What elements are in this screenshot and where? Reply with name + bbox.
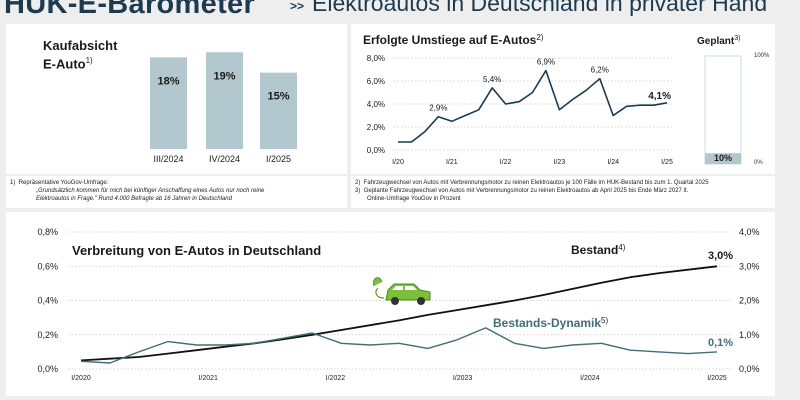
verbreitung-left-tick: 0,2% xyxy=(37,330,58,340)
verbreitung-left-tick: 0,0% xyxy=(37,364,58,374)
header-separator: >> xyxy=(290,0,305,13)
geplant-title-text: Geplant xyxy=(697,36,735,47)
verbreitung-x-tick: I/2022 xyxy=(326,375,346,382)
umstiege-note3-marker: 3) xyxy=(355,188,361,194)
geplant-sup: 3) xyxy=(734,35,740,42)
kaufabsicht-bar xyxy=(150,57,187,150)
umstiege-x-tick: I/23 xyxy=(554,159,566,166)
umstiege-y-tick: 4,0% xyxy=(367,100,385,109)
umstiege-x-tick: I/21 xyxy=(446,159,458,166)
umstiege-note2-marker: 2) xyxy=(355,180,361,186)
umstiege-title: Erfolgte Umstiege auf E-Autos2) xyxy=(363,33,544,47)
verbreitung-x-tick: I/2024 xyxy=(580,375,600,382)
bestand-label: Bestand4) xyxy=(571,243,626,257)
bestand-sup: 4) xyxy=(618,243,625,252)
kaufabsicht-title: Kaufabsicht E-Auto1) xyxy=(43,38,117,71)
umstiege-note3-line2: Online-Umfrage YouGov in Prozent xyxy=(367,196,461,202)
kaufabsicht-note-line2: „Grundsätzlich kommen für mich bei künft… xyxy=(36,188,265,194)
umstiege-data-label: 4,1% xyxy=(648,91,671,102)
bestand-label-text: Bestand xyxy=(571,243,618,257)
kaufabsicht-bar-label: 15% xyxy=(267,91,289,103)
kaufabsicht-note: 1) Repräsentative YouGov-Umfrage: „Grund… xyxy=(10,179,340,203)
verbreitung-panel: 0,0% 0,2% 0,4% 0,6% 0,8% 0,0% 1,0% 2,0% 3,0% 4,0%… xyxy=(6,212,775,396)
umstiege-chart: Erfolgte Umstiege auf E-Autos2) 0,0% 2,0%… xyxy=(363,33,770,166)
umstiege-y-tick: 2,0% xyxy=(367,123,385,132)
electric-car-icon xyxy=(372,277,431,305)
geplant-value-label: 10% xyxy=(714,153,732,163)
header-subtitle: Elektroautos in Deutschland in privater … xyxy=(312,0,768,16)
dynamik-end-label: 0,1% xyxy=(708,337,733,349)
umstiege-note3-line1: Geplante Fahrzeugwechsel von Autos mit V… xyxy=(363,188,689,194)
kaufabsicht-chart: 18% III/2024 19% IV/2024 15% I/2025 xyxy=(150,52,297,164)
verbreitung-right-tick: 4,0% xyxy=(739,227,760,237)
kaufabsicht-note-line1: Repräsentative YouGov-Umfrage: xyxy=(18,180,109,186)
kaufabsicht-sup: 1) xyxy=(85,56,93,65)
umstiege-y-tick: 0,0% xyxy=(367,146,385,155)
geplant-title: Geplant3) xyxy=(697,35,740,47)
umstiege-y-tick: 8,0% xyxy=(367,54,385,63)
dynamik-series-line xyxy=(80,327,718,364)
bestand-end-label: 3,0% xyxy=(708,250,733,262)
kaufabsicht-bar-label: 19% xyxy=(213,70,235,82)
umstiege-note2: Fahrzeugwechsel von Autos mit Verbrennun… xyxy=(363,180,709,186)
umstiege-data-label: 6,2% xyxy=(591,66,609,75)
kaufabsicht-category-label: III/2024 xyxy=(153,154,183,164)
bestand-series-line xyxy=(80,265,718,362)
geplant-axis-top: 100% xyxy=(754,53,770,59)
geplant-axis-bottom: 0% xyxy=(754,160,763,166)
verbreitung-x-tick: I/2020 xyxy=(71,375,91,382)
umstiege-data-label: 5,4% xyxy=(483,75,501,84)
verbreitung-x-tick: I/2023 xyxy=(453,375,473,382)
verbreitung-x-tick: I/2025 xyxy=(707,375,727,382)
verbreitung-right-tick: 3,0% xyxy=(739,261,760,271)
kaufabsicht-category-label: IV/2024 xyxy=(209,154,240,164)
kaufabsicht-panel: Kaufabsicht E-Auto1) 18% III/2024 19% IV/20… xyxy=(6,24,347,174)
page-header: HUK-E-Barometer >> Elektroautos in Deuts… xyxy=(0,0,800,22)
geplant-bar-fill xyxy=(705,153,741,164)
verbreitung-title: Verbreitung von E-Autos in Deutschland xyxy=(72,243,321,258)
geplant-bar-track xyxy=(704,55,742,165)
umstiege-x-tick: I/20 xyxy=(392,159,404,166)
verbreitung-right-tick: 1,0% xyxy=(739,330,760,340)
dynamik-sup: 5) xyxy=(601,316,608,325)
umstiege-x-tick: I/22 xyxy=(500,159,512,166)
umstiege-x-tick: I/25 xyxy=(661,159,673,166)
kaufabsicht-note-marker: 1) xyxy=(10,180,16,186)
umstiege-x-tick: I/24 xyxy=(607,159,619,166)
umstiege-data-label: 6,9% xyxy=(537,58,555,67)
umstiege-y-tick: 6,0% xyxy=(367,77,385,86)
kaufabsicht-bar xyxy=(260,72,297,149)
kaufabsicht-category-label: I/2025 xyxy=(266,154,291,164)
kaufabsicht-bar xyxy=(206,52,243,149)
verbreitung-x-tick: I/2021 xyxy=(198,375,218,382)
umstiege-sup: 2) xyxy=(536,33,543,42)
verbreitung-left-tick: 0,8% xyxy=(37,227,58,237)
kaufabsicht-note-panel: 1) Repräsentative YouGov-Umfrage: „Grund… xyxy=(6,176,347,208)
kaufabsicht-title-line1: Kaufabsicht xyxy=(43,38,118,53)
umstiege-data-label: 2,9% xyxy=(429,104,447,113)
verbreitung-chart: 0,0% 0,2% 0,4% 0,6% 0,8% 0,0% 1,0% 2,0% 3,0% 4,0%… xyxy=(37,227,760,382)
umstiege-title-text: Erfolgte Umstiege auf E-Autos xyxy=(363,33,537,47)
verbreitung-left-tick: 0,4% xyxy=(37,296,58,306)
umstiege-panel: Erfolgte Umstiege auf E-Autos2) 0,0% 2,0%… xyxy=(351,24,775,174)
umstiege-series-line xyxy=(398,69,668,143)
verbreitung-right-tick: 0,0% xyxy=(739,364,760,374)
verbreitung-right-tick: 2,0% xyxy=(739,296,760,306)
dynamik-label-text: Bestands-Dynamik xyxy=(493,316,601,330)
kaufabsicht-note-line3: Elektroautos in Frage." Rund 4.000 Befra… xyxy=(36,196,232,202)
kaufabsicht-title-line2: E-Auto xyxy=(43,56,86,72)
kaufabsicht-bar-label: 18% xyxy=(157,75,179,87)
brand-title: HUK-E-Barometer xyxy=(4,0,256,20)
dynamik-label: Bestands-Dynamik5) xyxy=(493,316,608,330)
umstiege-notes: 2) Fahrzeugwechsel von Autos mit Verbren… xyxy=(355,179,771,203)
verbreitung-left-tick: 0,6% xyxy=(37,261,58,271)
umstiege-note-panel: 2) Fahrzeugwechsel von Autos mit Verbren… xyxy=(351,176,775,208)
